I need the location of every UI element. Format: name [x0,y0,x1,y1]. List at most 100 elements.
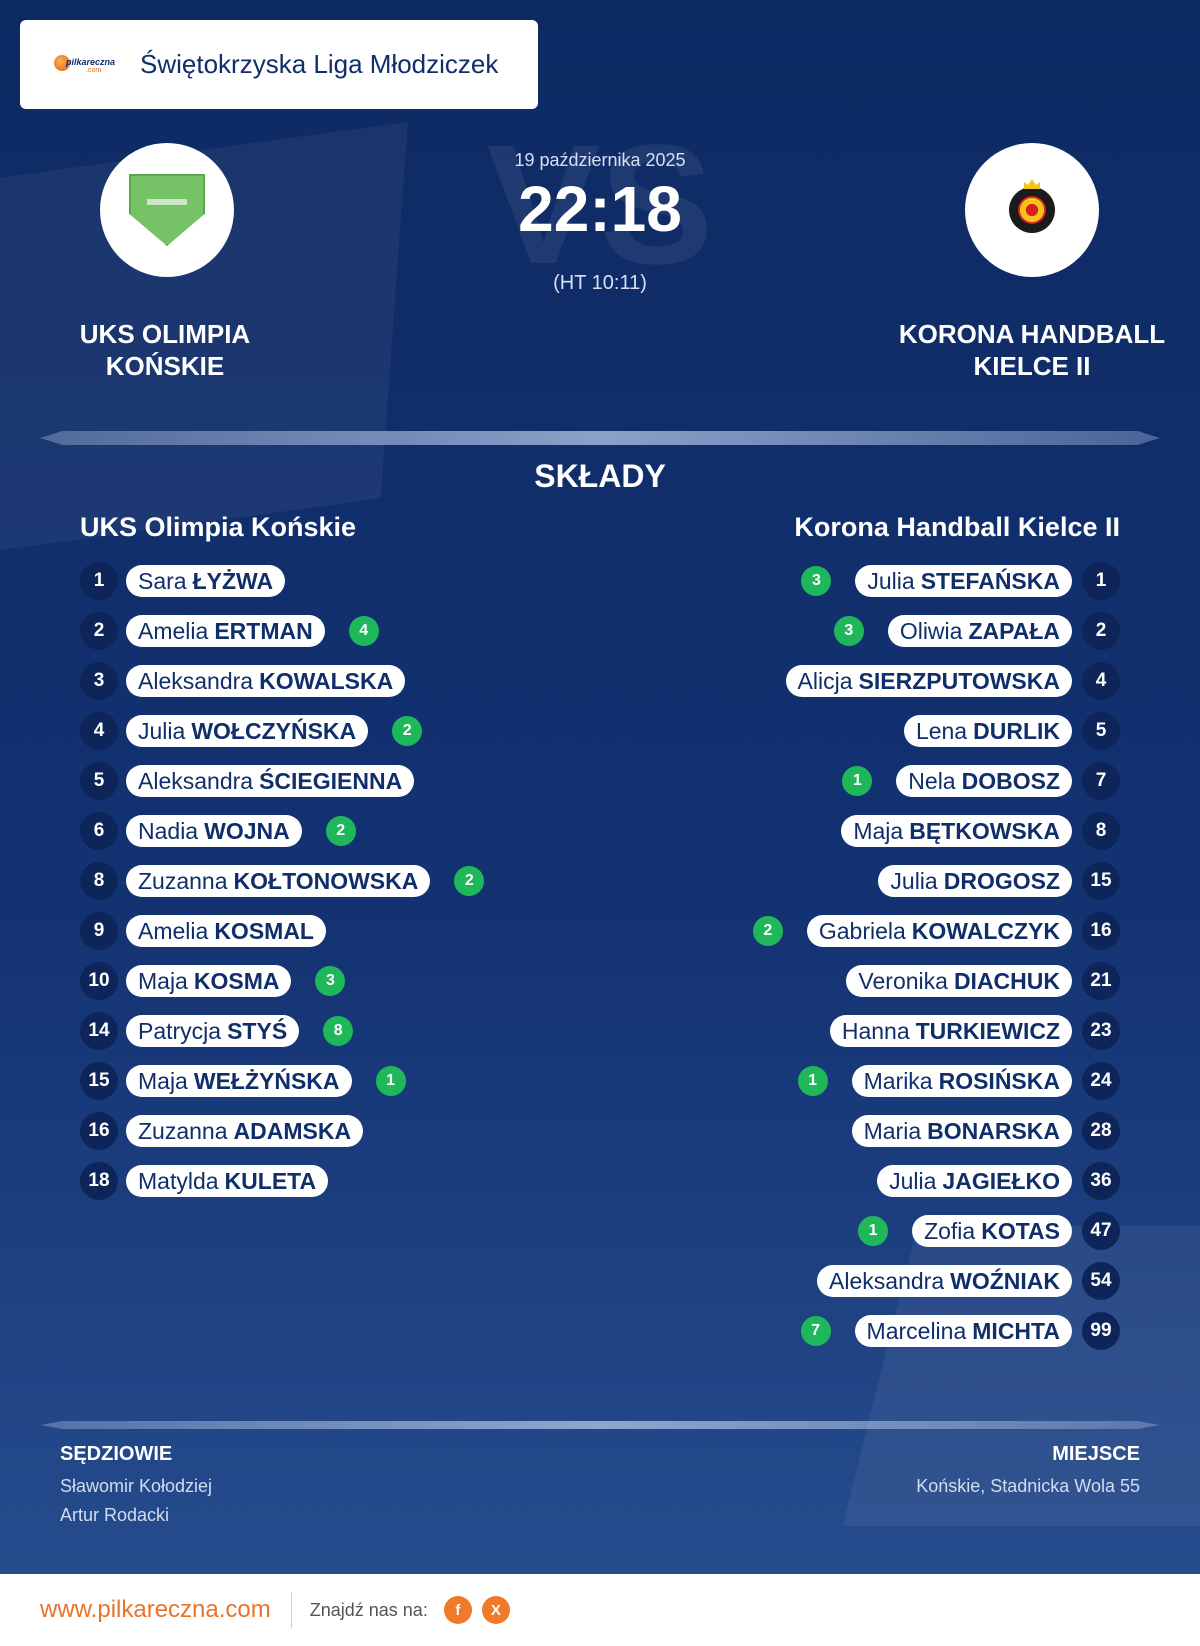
player-last-name: DOBOSZ [961,767,1060,794]
player-first-name: Patrycja [138,1017,222,1044]
player-first-name: Zuzanna [138,1117,228,1144]
player-last-name: ZAPAŁA [968,617,1060,644]
player-first-name: Matylda [138,1167,219,1194]
goals-badge: 2 [392,716,423,746]
player-row: 47 Zofia KOTAS 1 [858,1212,1120,1250]
player-name[interactable]: Lena DURLIK [903,715,1072,747]
player-name[interactable]: Oliwia ZAPAŁA [887,615,1072,647]
goals-badge: 2 [325,816,356,846]
player-first-name: Lena [915,717,968,744]
player-name[interactable]: Zuzanna ADAMSKA [126,1115,364,1147]
player-number: 15 [1082,862,1120,900]
player-first-name: Julia [138,717,186,744]
player-name[interactable]: Maja WEŁŻYŃSKA [126,1065,352,1097]
x-icon[interactable]: X [481,1596,510,1624]
player-number: 4 [80,712,118,750]
player-row: 23 Hanna TURKIEWICZ [829,1012,1120,1050]
player-name[interactable]: Aleksandra WOŹNIAK [817,1265,1072,1297]
player-row: 21 Veronika DIACHUK [846,962,1120,1000]
player-row: 54 Aleksandra WOŹNIAK [817,1262,1120,1300]
goals-badge: 4 [348,616,379,646]
player-name[interactable]: Nadia WOJNA [126,815,302,847]
player-name[interactable]: Maja BĘTKOWSKA [841,815,1072,847]
player-last-name: TURKIEWICZ [915,1017,1060,1044]
player-first-name: Julia [867,567,915,594]
player-name[interactable]: Marika ROSIŃSKA [851,1065,1072,1097]
player-row: 7 Nela DOBOSZ 1 [842,762,1120,800]
player-row: 24 Marika ROSIŃSKA 1 [797,1062,1120,1100]
player-name[interactable]: Veronika DIACHUK [846,965,1072,997]
player-first-name: Maja [138,967,188,994]
player-row: 16 Zuzanna ADAMSKA [80,1112,364,1150]
player-name[interactable]: Maja KOSMA [126,965,292,997]
player-name[interactable]: Maria BONARSKA [851,1115,1072,1147]
facebook-icon[interactable]: f [443,1596,472,1624]
venue-label: MIEJSCE [1052,1443,1140,1465]
site-logo[interactable]: pilkareczna .com [54,51,115,79]
player-first-name: Amelia [138,917,209,944]
player-row: 6 Nadia WOJNA 2 [80,812,356,850]
player-name[interactable]: Sara ŁYŻWA [126,565,286,597]
player-name[interactable]: Julia DROGOSZ [878,865,1072,897]
player-first-name: Marika [863,1067,933,1094]
logo-sub: .com [86,66,102,74]
player-row: 15 Maja WEŁŻYŃSKA 1 [80,1062,406,1100]
player-name[interactable]: Amelia KOSMAL [126,915,326,947]
player-row: 1 Julia STEFAŃSKA 3 [801,562,1120,600]
player-name[interactable]: Julia WOŁCZYŃSKA [126,715,369,747]
player-first-name: Aleksandra [138,667,254,694]
player-name[interactable]: Patrycja STYŚ [126,1015,300,1047]
player-name[interactable]: Julia JAGIEŁKO [877,1165,1072,1197]
player-row: 9 Amelia KOSMAL [80,912,326,950]
player-first-name: Aleksandra [829,1267,945,1294]
referee-name: Artur Rodacki [60,1505,170,1525]
venue-address: Końskie, Stadnicka Wola 55 [916,1476,1140,1496]
player-last-name: DIACHUK [953,967,1060,994]
league-title: Świętokrzyska Liga Młodziczek [140,49,499,79]
player-name[interactable]: Amelia ERTMAN [126,615,325,647]
player-last-name: WOŹNIAK [950,1267,1060,1294]
goals-badge: 3 [801,566,832,596]
player-number: 4 [1082,662,1120,700]
player-last-name: WOJNA [204,817,290,844]
player-last-name: STYŚ [227,1017,288,1044]
player-number: 23 [1082,1012,1120,1050]
player-name[interactable]: Gabriela KOWALCZYK [806,915,1072,947]
shield-icon [129,174,205,246]
goals-badge: 2 [454,866,485,896]
player-row: 4 Julia WOŁCZYŃSKA 2 [80,712,423,750]
player-name[interactable]: Julia STEFAŃSKA [855,565,1072,597]
player-row: 10 Maja KOSMA 3 [80,962,346,1000]
player-number: 5 [80,762,118,800]
player-last-name: ŁYŻWA [192,567,274,594]
player-number: 3 [80,662,118,700]
player-last-name: JAGIEŁKO [942,1167,1060,1194]
player-name[interactable]: Aleksandra ŚCIEGIENNA [126,765,415,797]
player-name[interactable]: Marcelina MICHTA [854,1315,1072,1347]
site-link[interactable]: www.pilkareczna.com [40,1596,271,1623]
player-last-name: KOTAS [981,1217,1060,1244]
player-last-name: KOWALSKA [259,667,394,694]
referees-label: SĘDZIOWIE [60,1443,173,1465]
ball-icon [54,54,70,71]
halftime-score: (HT 10:11) [553,272,647,294]
player-number: 8 [80,862,118,900]
player-last-name: WOŁCZYŃSKA [191,717,357,744]
player-last-name: KOSMA [193,967,280,994]
player-name[interactable]: Zuzanna KOŁTONOWSKA [126,865,431,897]
player-name[interactable]: Matylda KULETA [126,1165,329,1197]
player-number: 1 [80,562,118,600]
player-name[interactable]: Alicja SIERZPUTOWSKA [785,665,1072,697]
player-name[interactable]: Aleksandra KOWALSKA [126,665,406,697]
final-score: 22:18 [518,173,682,245]
player-row: 4 Alicja SIERZPUTOWSKA [785,662,1120,700]
player-first-name: Amelia [138,617,209,644]
player-last-name: SIERZPUTOWSKA [858,667,1060,694]
divider [40,431,1160,445]
player-first-name: Julia [889,1167,937,1194]
player-last-name: BONARSKA [927,1117,1060,1144]
player-name[interactable]: Hanna TURKIEWICZ [829,1015,1072,1047]
player-name[interactable]: Zofia KOTAS [912,1215,1072,1247]
player-name[interactable]: Nela DOBOSZ [896,765,1072,797]
player-first-name: Nadia [138,817,199,844]
